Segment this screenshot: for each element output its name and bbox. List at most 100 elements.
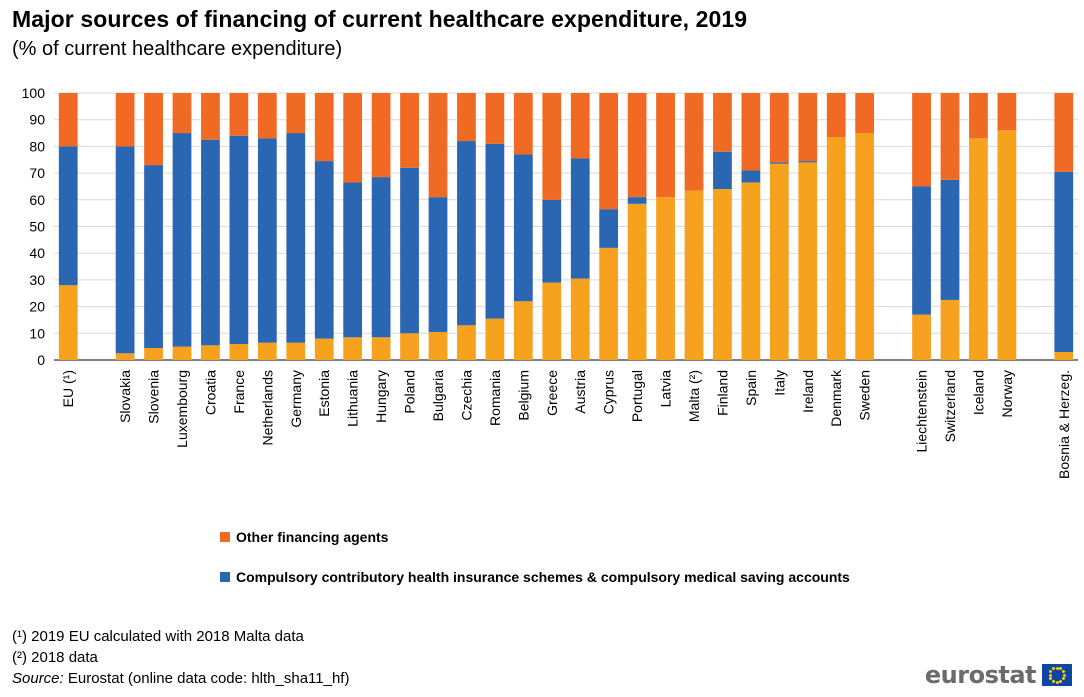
bar-other (713, 93, 732, 152)
source-label: Source: (12, 670, 64, 687)
bar-compulsory (286, 133, 306, 343)
x-tick-label: Czechia (458, 370, 474, 421)
bar-compulsory (627, 197, 647, 204)
legend-swatch-compulsory (220, 572, 230, 582)
x-tick-label: Spain (743, 370, 759, 406)
x-tick-label: Ireland (800, 370, 816, 413)
bar-government (855, 133, 875, 360)
bar-government (314, 338, 334, 360)
bar-compulsory (798, 161, 818, 163)
bar-government (115, 353, 135, 360)
flag-star (1049, 670, 1053, 673)
flag-star (1055, 666, 1059, 670)
x-tick-label: Sweden (857, 370, 873, 421)
legend-item-other: Other financing agents (218, 528, 898, 546)
footnotes: (¹) 2019 EU calculated with 2018 Malta d… (12, 626, 349, 689)
y-tick-label: 0 (37, 352, 45, 368)
bar-compulsory (713, 151, 732, 190)
bar-government (969, 138, 988, 360)
bar-government (997, 130, 1017, 360)
bar-government (257, 342, 277, 360)
bar-compulsory (513, 154, 533, 302)
x-tick-label: Greece (544, 370, 560, 416)
flag-star (1062, 673, 1066, 677)
x-tick-label: Bosnia & Herzeg. (1056, 370, 1072, 479)
bar-other (656, 93, 675, 198)
x-tick-label: Belgium (515, 370, 531, 421)
bar-compulsory (457, 141, 476, 326)
bar-other (997, 93, 1017, 131)
y-tick-label: 50 (29, 219, 45, 235)
x-tick-label: Austria (572, 370, 588, 414)
y-tick-label: 30 (29, 272, 45, 288)
bar-compulsory (172, 133, 192, 347)
bar-other (769, 93, 789, 163)
x-tick-label: Latvia (658, 370, 674, 408)
bar-government (428, 331, 448, 360)
x-tick-label: Bulgaria (430, 370, 446, 422)
bar-government (656, 197, 675, 360)
y-tick-label: 70 (29, 165, 45, 181)
bar-other (371, 93, 391, 178)
x-tick-label: Iceland (970, 370, 986, 415)
x-tick-label: France (231, 370, 247, 414)
bar-other (912, 93, 931, 187)
y-tick-label: 80 (29, 138, 45, 154)
bar-other (826, 93, 846, 138)
x-tick-label: Cyprus (601, 370, 617, 414)
x-tick-label: Liechtenstein (914, 370, 930, 453)
bar-other (229, 93, 249, 136)
bar-other (172, 93, 192, 134)
flag-star (1052, 667, 1055, 671)
x-tick-label: Malta (²) (686, 370, 702, 422)
bar-government (741, 182, 761, 360)
bar-government (457, 325, 476, 360)
bar-government (286, 342, 306, 360)
flag-star (1061, 677, 1065, 680)
y-tick-label: 60 (29, 192, 45, 208)
x-tick-label: Denmark (828, 369, 844, 427)
bar-government (371, 337, 391, 360)
bar-government (1054, 351, 1074, 360)
footnote-1: (¹) 2019 EU calculated with 2018 Malta d… (12, 628, 304, 645)
bar-other (58, 93, 78, 147)
bar-other (400, 93, 419, 168)
bar-other (1054, 93, 1074, 172)
legend-item-compulsory: Compulsory contributory health insurance… (218, 568, 898, 586)
legend-label-compulsory: Compulsory contributory health insurance… (236, 569, 850, 585)
bar-other (115, 93, 135, 147)
bar-government (58, 285, 78, 360)
bar-government (713, 189, 732, 360)
y-tick-label: 10 (29, 325, 45, 341)
legend-swatch-other (220, 532, 230, 542)
x-tick-label: Poland (402, 370, 418, 414)
y-tick-label: 20 (29, 299, 45, 315)
chart-title: Major sources of financing of current he… (12, 6, 748, 32)
bar-government (343, 337, 363, 360)
bar-government (798, 162, 818, 360)
bar-compulsory (741, 170, 761, 183)
flag-star (1052, 679, 1055, 683)
flag-star (1049, 677, 1053, 680)
bar-government (826, 137, 846, 360)
flag-star (1055, 680, 1059, 684)
bar-compulsory (1054, 171, 1074, 352)
bar-compulsory (58, 146, 78, 286)
bar-government (912, 314, 931, 360)
bar-compulsory (229, 135, 249, 344)
x-tick-label: Croatia (202, 370, 218, 415)
bar-other (969, 93, 988, 139)
bar-other (741, 93, 761, 171)
x-tick-label: Estonia (316, 370, 332, 417)
stacked-bar-chart: 0 10 20 30 40 50 60 70 80 90 100 EU (¹) Slovakia Slov… (22, 85, 1078, 479)
bar-other (314, 93, 334, 162)
flag-star (1048, 673, 1052, 677)
source-line: Source: Eurostat (online data code: hlth… (12, 668, 349, 689)
bar-other (599, 93, 619, 210)
bar-other (286, 93, 306, 134)
bar-other (457, 93, 476, 142)
bar-compulsory (400, 167, 419, 334)
bar-government (229, 343, 249, 360)
x-tick-label: Slovenia (146, 370, 162, 424)
y-tick-label: 100 (22, 85, 46, 101)
